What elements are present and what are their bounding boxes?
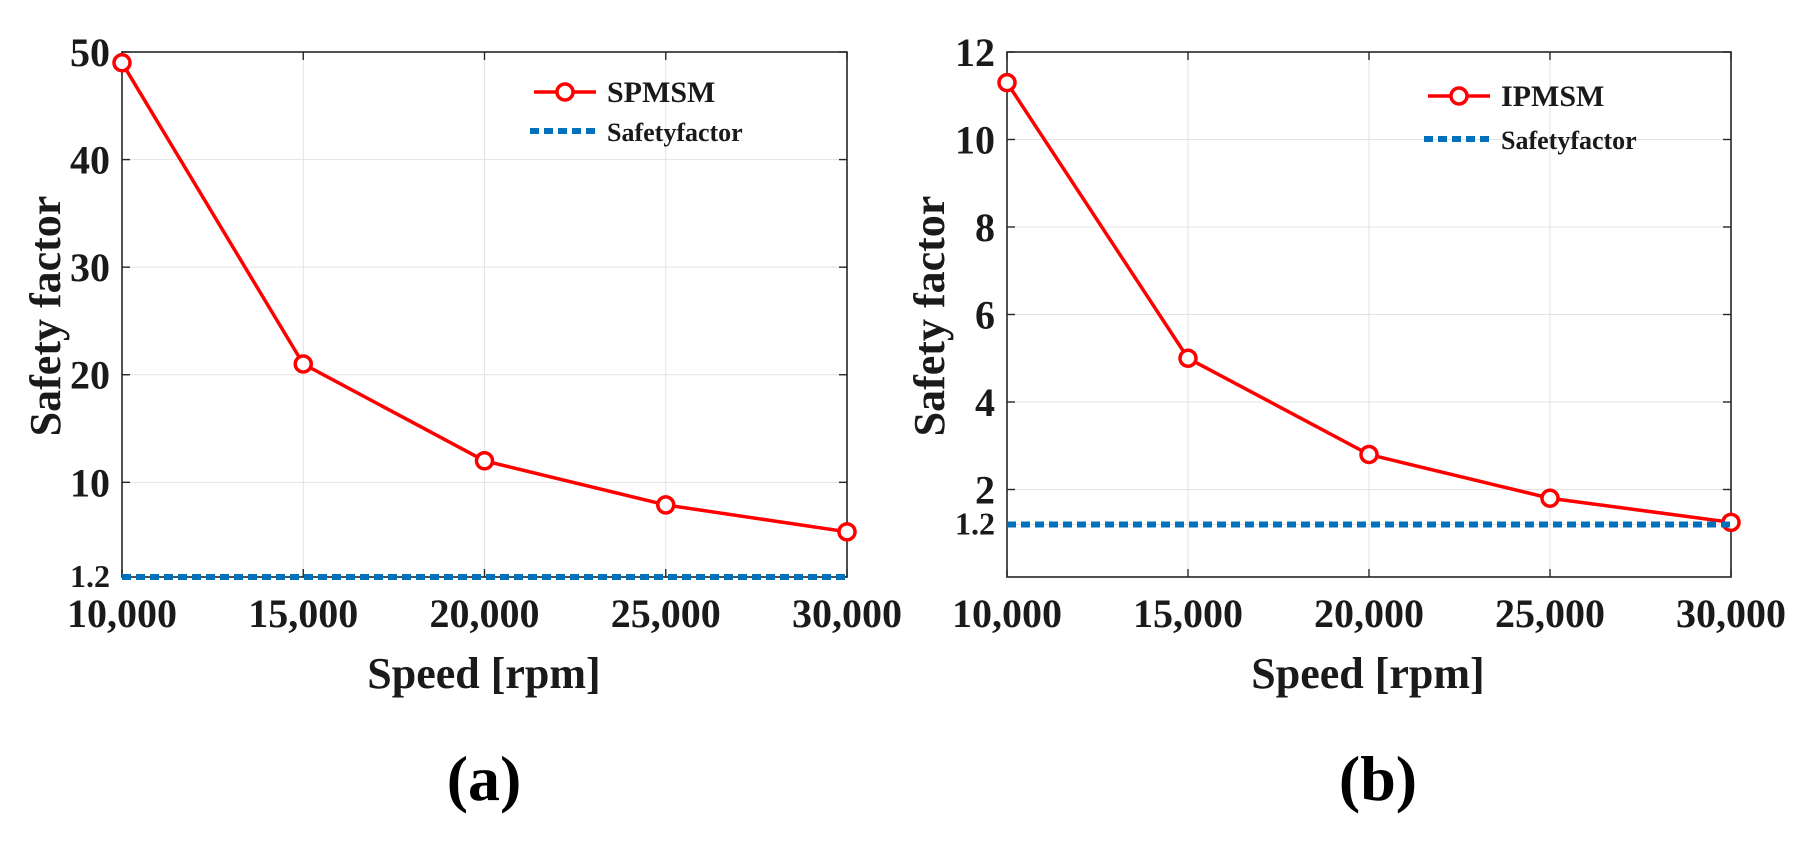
panel-label: (a) (447, 743, 522, 814)
y-tick-label: 30 (70, 245, 110, 290)
data-point-marker (997, 72, 1017, 93)
chart-panel-b: 10,000 15,000 20,000 25,000 30,000 1.22 4 6 8 10 1… (905, 30, 1786, 814)
y-tick-label: 12 (955, 30, 995, 75)
legend-swatch-marker (1449, 86, 1469, 106)
x-tick-label: 30,000 (792, 591, 902, 636)
x-tick-label: 20,000 (430, 591, 540, 636)
x-axis-label: Speed [rpm] (1251, 649, 1484, 698)
x-tick-label: 15,000 (1133, 591, 1243, 636)
panel-label: (b) (1339, 743, 1417, 814)
y-tick-label: 8 (975, 205, 995, 250)
x-tick-label: 10,000 (952, 591, 1062, 636)
y-tick-label: 2 (975, 468, 995, 513)
x-tick-label: 25,000 (1495, 591, 1605, 636)
chart-panel-a: 10,000 15,000 20,000 25,000 30,000 1.2 10 20 30 4… (21, 30, 902, 814)
legend-swatch-marker (555, 82, 575, 102)
legend-label: Safetyfactor (607, 118, 743, 147)
y-tick-label: 50 (70, 30, 110, 75)
data-point-marker (837, 522, 857, 542)
data-point-marker (656, 495, 676, 515)
data-point-marker (112, 53, 132, 73)
x-tick-label: 15,000 (248, 591, 358, 636)
y-tick-label: 4 (975, 380, 995, 425)
y-tick-label: 6 (975, 293, 995, 338)
y-tick-label: 10 (955, 118, 995, 163)
legend-label: Safetyfactor (1501, 126, 1637, 155)
x-tick-label: 10,000 (67, 591, 177, 636)
x-tick-label: 25,000 (611, 591, 721, 636)
x-axis-label: Speed [rpm] (367, 649, 600, 698)
data-point-marker (1359, 444, 1379, 465)
y-tick-label: 40 (70, 138, 110, 183)
legend-label: IPMSM (1501, 80, 1604, 113)
y-axis-label: Safety factor (905, 196, 954, 437)
y-tick-label: 1.2 (70, 558, 110, 594)
y-axis-label: Safety factor (21, 196, 70, 437)
y-tick-label: 1.2 (955, 506, 995, 542)
legend-label: SPMSM (607, 76, 715, 109)
x-tick-label: 30,000 (1676, 591, 1786, 636)
x-tick-label: 20,000 (1314, 591, 1424, 636)
y-tick-label: 10 (70, 460, 110, 505)
data-point-marker (1178, 348, 1198, 368)
y-tick-label: 20 (70, 353, 110, 398)
data-point-marker (293, 354, 313, 374)
legend: SPMSM Safetyfactor (530, 76, 743, 147)
data-point-marker (1540, 488, 1560, 508)
data-point-marker (474, 451, 495, 471)
legend: IPMSM Safetyfactor (1424, 80, 1637, 155)
